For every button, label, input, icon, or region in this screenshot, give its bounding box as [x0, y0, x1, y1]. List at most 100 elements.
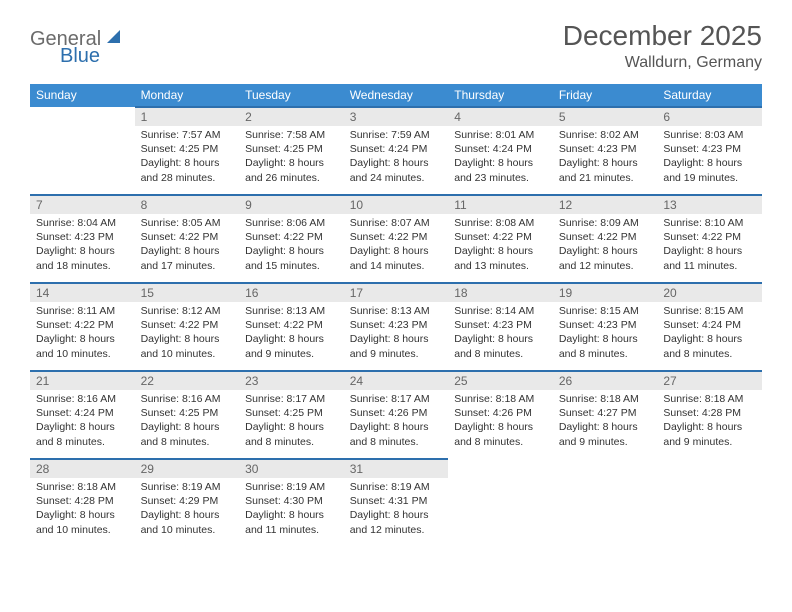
calendar-day-cell: 7Sunrise: 8:04 AMSunset: 4:23 PMDaylight… — [30, 195, 135, 283]
day-number: 20 — [657, 284, 762, 302]
day-number: 15 — [135, 284, 240, 302]
day-number: 31 — [344, 460, 449, 478]
weekday-header: Thursday — [448, 84, 553, 107]
day-number: 7 — [30, 196, 135, 214]
day-detail: Sunrise: 7:58 AMSunset: 4:25 PMDaylight:… — [239, 126, 344, 187]
title-block: December 2025 Walldurn, Germany — [563, 20, 762, 72]
day-detail: Sunrise: 8:01 AMSunset: 4:24 PMDaylight:… — [448, 126, 553, 187]
day-detail: Sunrise: 8:16 AMSunset: 4:24 PMDaylight:… — [30, 390, 135, 451]
day-detail: Sunrise: 8:18 AMSunset: 4:26 PMDaylight:… — [448, 390, 553, 451]
day-detail: Sunrise: 8:04 AMSunset: 4:23 PMDaylight:… — [30, 214, 135, 275]
calendar-day-cell: 18Sunrise: 8:14 AMSunset: 4:23 PMDayligh… — [448, 283, 553, 371]
calendar-day-cell — [553, 459, 658, 547]
day-detail: Sunrise: 8:15 AMSunset: 4:23 PMDaylight:… — [553, 302, 658, 363]
day-detail: Sunrise: 8:19 AMSunset: 4:29 PMDaylight:… — [135, 478, 240, 539]
calendar-day-cell: 8Sunrise: 8:05 AMSunset: 4:22 PMDaylight… — [135, 195, 240, 283]
calendar-week-row: 14Sunrise: 8:11 AMSunset: 4:22 PMDayligh… — [30, 283, 762, 371]
day-detail: Sunrise: 8:19 AMSunset: 4:31 PMDaylight:… — [344, 478, 449, 539]
weekday-header: Sunday — [30, 84, 135, 107]
sail-icon — [105, 28, 123, 51]
day-detail: Sunrise: 8:15 AMSunset: 4:24 PMDaylight:… — [657, 302, 762, 363]
calendar-day-cell: 9Sunrise: 8:06 AMSunset: 4:22 PMDaylight… — [239, 195, 344, 283]
day-number: 4 — [448, 108, 553, 126]
calendar-head: SundayMondayTuesdayWednesdayThursdayFrid… — [30, 84, 762, 107]
calendar-day-cell: 15Sunrise: 8:12 AMSunset: 4:22 PMDayligh… — [135, 283, 240, 371]
day-number: 5 — [553, 108, 658, 126]
weekday-header: Friday — [553, 84, 658, 107]
calendar-table: SundayMondayTuesdayWednesdayThursdayFrid… — [30, 84, 762, 547]
day-number: 2 — [239, 108, 344, 126]
calendar-day-cell: 22Sunrise: 8:16 AMSunset: 4:25 PMDayligh… — [135, 371, 240, 459]
calendar-day-cell: 30Sunrise: 8:19 AMSunset: 4:30 PMDayligh… — [239, 459, 344, 547]
day-number: 11 — [448, 196, 553, 214]
day-detail: Sunrise: 8:17 AMSunset: 4:25 PMDaylight:… — [239, 390, 344, 451]
day-number: 12 — [553, 196, 658, 214]
day-number: 8 — [135, 196, 240, 214]
day-number: 26 — [553, 372, 658, 390]
calendar-week-row: 1Sunrise: 7:57 AMSunset: 4:25 PMDaylight… — [30, 107, 762, 195]
calendar-day-cell: 13Sunrise: 8:10 AMSunset: 4:22 PMDayligh… — [657, 195, 762, 283]
calendar-day-cell: 20Sunrise: 8:15 AMSunset: 4:24 PMDayligh… — [657, 283, 762, 371]
day-number: 17 — [344, 284, 449, 302]
calendar-day-cell: 26Sunrise: 8:18 AMSunset: 4:27 PMDayligh… — [553, 371, 658, 459]
day-detail: Sunrise: 8:07 AMSunset: 4:22 PMDaylight:… — [344, 214, 449, 275]
day-detail: Sunrise: 8:14 AMSunset: 4:23 PMDaylight:… — [448, 302, 553, 363]
calendar-day-cell: 21Sunrise: 8:16 AMSunset: 4:24 PMDayligh… — [30, 371, 135, 459]
day-number: 1 — [135, 108, 240, 126]
location-text: Walldurn, Germany — [563, 54, 762, 72]
day-number: 10 — [344, 196, 449, 214]
calendar-week-row: 28Sunrise: 8:18 AMSunset: 4:28 PMDayligh… — [30, 459, 762, 547]
calendar-day-cell: 29Sunrise: 8:19 AMSunset: 4:29 PMDayligh… — [135, 459, 240, 547]
calendar-day-cell: 17Sunrise: 8:13 AMSunset: 4:23 PMDayligh… — [344, 283, 449, 371]
weekday-header: Monday — [135, 84, 240, 107]
day-detail: Sunrise: 8:18 AMSunset: 4:28 PMDaylight:… — [30, 478, 135, 539]
day-number: 23 — [239, 372, 344, 390]
calendar-day-cell: 14Sunrise: 8:11 AMSunset: 4:22 PMDayligh… — [30, 283, 135, 371]
day-detail: Sunrise: 8:13 AMSunset: 4:22 PMDaylight:… — [239, 302, 344, 363]
calendar-week-row: 7Sunrise: 8:04 AMSunset: 4:23 PMDaylight… — [30, 195, 762, 283]
day-detail: Sunrise: 8:06 AMSunset: 4:22 PMDaylight:… — [239, 214, 344, 275]
day-detail: Sunrise: 8:02 AMSunset: 4:23 PMDaylight:… — [553, 126, 658, 187]
calendar-day-cell: 3Sunrise: 7:59 AMSunset: 4:24 PMDaylight… — [344, 107, 449, 195]
day-number: 29 — [135, 460, 240, 478]
day-number: 30 — [239, 460, 344, 478]
calendar-day-cell: 1Sunrise: 7:57 AMSunset: 4:25 PMDaylight… — [135, 107, 240, 195]
day-number: 27 — [657, 372, 762, 390]
calendar-day-cell — [448, 459, 553, 547]
day-number: 24 — [344, 372, 449, 390]
calendar-day-cell: 27Sunrise: 8:18 AMSunset: 4:28 PMDayligh… — [657, 371, 762, 459]
calendar-day-cell — [657, 459, 762, 547]
month-title: December 2025 — [563, 20, 762, 52]
day-number: 18 — [448, 284, 553, 302]
day-detail: Sunrise: 8:16 AMSunset: 4:25 PMDaylight:… — [135, 390, 240, 451]
day-number: 19 — [553, 284, 658, 302]
calendar-day-cell: 24Sunrise: 8:17 AMSunset: 4:26 PMDayligh… — [344, 371, 449, 459]
calendar-day-cell: 6Sunrise: 8:03 AMSunset: 4:23 PMDaylight… — [657, 107, 762, 195]
calendar-day-cell: 4Sunrise: 8:01 AMSunset: 4:24 PMDaylight… — [448, 107, 553, 195]
day-number: 25 — [448, 372, 553, 390]
day-detail: Sunrise: 8:03 AMSunset: 4:23 PMDaylight:… — [657, 126, 762, 187]
day-detail: Sunrise: 8:12 AMSunset: 4:22 PMDaylight:… — [135, 302, 240, 363]
calendar-day-cell: 10Sunrise: 8:07 AMSunset: 4:22 PMDayligh… — [344, 195, 449, 283]
weekday-header: Tuesday — [239, 84, 344, 107]
day-detail: Sunrise: 7:59 AMSunset: 4:24 PMDaylight:… — [344, 126, 449, 187]
day-detail: Sunrise: 8:11 AMSunset: 4:22 PMDaylight:… — [30, 302, 135, 363]
day-number: 14 — [30, 284, 135, 302]
day-number: 13 — [657, 196, 762, 214]
calendar-day-cell: 31Sunrise: 8:19 AMSunset: 4:31 PMDayligh… — [344, 459, 449, 547]
day-number: 6 — [657, 108, 762, 126]
calendar-day-cell: 2Sunrise: 7:58 AMSunset: 4:25 PMDaylight… — [239, 107, 344, 195]
brand-part2: Blue — [60, 45, 100, 68]
calendar-day-cell: 5Sunrise: 8:02 AMSunset: 4:23 PMDaylight… — [553, 107, 658, 195]
day-detail: Sunrise: 7:57 AMSunset: 4:25 PMDaylight:… — [135, 126, 240, 187]
calendar-day-cell: 19Sunrise: 8:15 AMSunset: 4:23 PMDayligh… — [553, 283, 658, 371]
day-number: 22 — [135, 372, 240, 390]
day-detail: Sunrise: 8:18 AMSunset: 4:28 PMDaylight:… — [657, 390, 762, 451]
day-detail: Sunrise: 8:17 AMSunset: 4:26 PMDaylight:… — [344, 390, 449, 451]
weekday-header: Wednesday — [344, 84, 449, 107]
calendar-day-cell: 16Sunrise: 8:13 AMSunset: 4:22 PMDayligh… — [239, 283, 344, 371]
calendar-day-cell: 23Sunrise: 8:17 AMSunset: 4:25 PMDayligh… — [239, 371, 344, 459]
page-header: General December 2025 Walldurn, Germany — [30, 20, 762, 72]
day-detail: Sunrise: 8:05 AMSunset: 4:22 PMDaylight:… — [135, 214, 240, 275]
day-number: 28 — [30, 460, 135, 478]
